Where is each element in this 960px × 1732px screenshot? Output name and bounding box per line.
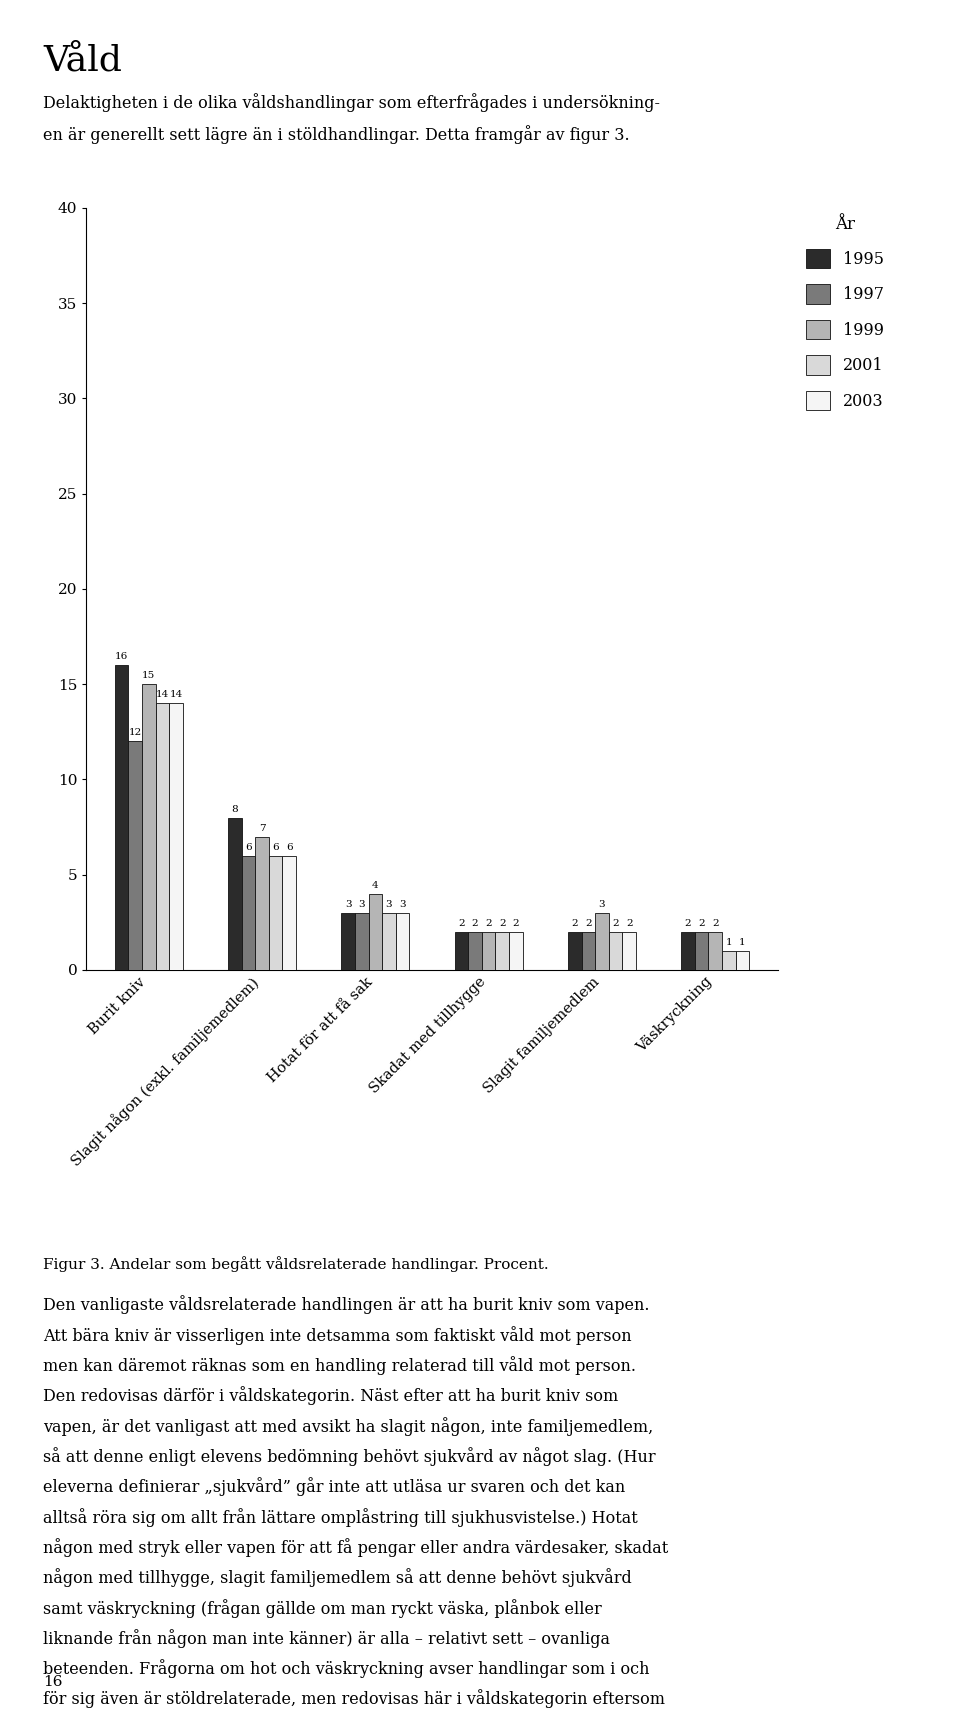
Text: eleverna definierar „sjukvård” går inte att utläsa ur svaren och det kan: eleverna definierar „sjukvård” går inte … — [43, 1477, 626, 1496]
Text: 2: 2 — [626, 920, 633, 928]
Text: 2: 2 — [571, 920, 578, 928]
Text: 3: 3 — [599, 901, 605, 909]
Bar — [455, 932, 468, 970]
Text: Delaktigheten i de olika våldshandlingar som efterfrågades i undersökning-: Delaktigheten i de olika våldshandlingar… — [43, 94, 660, 113]
Text: 16: 16 — [115, 653, 128, 662]
Text: vapen, är det vanligast att med avsikt ha slagit någon, inte familjemedlem,: vapen, är det vanligast att med avsikt h… — [43, 1417, 654, 1436]
Text: 2: 2 — [458, 920, 465, 928]
Bar — [622, 932, 636, 970]
Text: 6: 6 — [245, 843, 252, 852]
Text: 3: 3 — [386, 901, 393, 909]
Bar — [509, 932, 522, 970]
Text: 2: 2 — [612, 920, 619, 928]
Bar — [682, 932, 695, 970]
Text: 2: 2 — [513, 920, 519, 928]
Text: men kan däremot räknas som en handling relaterad till våld mot person.: men kan däremot räknas som en handling r… — [43, 1356, 636, 1375]
Bar — [156, 703, 169, 970]
Bar — [495, 932, 509, 970]
Bar — [129, 741, 142, 970]
Bar — [115, 665, 129, 970]
Text: 1: 1 — [726, 939, 732, 947]
Text: 7: 7 — [259, 824, 265, 833]
Bar — [396, 913, 409, 970]
Text: en är generellt sett lägre än i stöldhandlingar. Detta framgår av figur 3.: en är generellt sett lägre än i stöldhan… — [43, 125, 630, 144]
Bar — [269, 856, 282, 970]
Bar — [582, 932, 595, 970]
Text: Våld: Våld — [43, 43, 122, 78]
Bar — [468, 932, 482, 970]
Text: 15: 15 — [142, 672, 156, 681]
Bar — [568, 932, 582, 970]
Text: 4: 4 — [372, 882, 378, 890]
Text: Figur 3. Andelar som begått våldsrelaterade handlingar. Procent.: Figur 3. Andelar som begått våldsrelater… — [43, 1256, 549, 1271]
Bar — [369, 894, 382, 970]
Bar — [355, 913, 369, 970]
Bar — [169, 703, 182, 970]
Text: för sig även är stöldrelaterade, men redovisas här i våldskategorin eftersom: för sig även är stöldrelaterade, men red… — [43, 1690, 665, 1708]
Text: 16: 16 — [43, 1675, 62, 1689]
Bar — [242, 856, 255, 970]
Text: 6: 6 — [286, 843, 293, 852]
Bar — [142, 684, 156, 970]
Bar — [722, 951, 735, 970]
Bar — [382, 913, 396, 970]
Text: 2: 2 — [698, 920, 705, 928]
Bar — [609, 932, 622, 970]
Text: 14: 14 — [156, 691, 169, 700]
Text: 12: 12 — [129, 729, 142, 738]
Text: Den vanligaste våldsrelaterade handlingen är att ha burit kniv som vapen.: Den vanligaste våldsrelaterade handlinge… — [43, 1296, 650, 1315]
Text: beteenden. Frågorna om hot och väskryckning avser handlingar som i och: beteenden. Frågorna om hot och väskryckn… — [43, 1659, 650, 1678]
Bar — [228, 818, 242, 970]
Text: någon med tillhygge, slagit familjemedlem så att denne behövt sjukvård: någon med tillhygge, slagit familjemedle… — [43, 1569, 632, 1587]
Text: 2: 2 — [684, 920, 691, 928]
Text: 2: 2 — [471, 920, 478, 928]
Bar — [695, 932, 708, 970]
Bar — [708, 932, 722, 970]
Text: liknande från någon man inte känner) är alla – relativt sett – ovanliga: liknande från någon man inte känner) är … — [43, 1628, 611, 1647]
Text: samt väskryckning (frågan gällde om man ryckt väska, plånbok eller: samt väskryckning (frågan gällde om man … — [43, 1599, 602, 1618]
Bar — [735, 951, 749, 970]
Text: alltså röra sig om allt från lättare omplåstring till sjukhusvistelse.) Hotat: alltså röra sig om allt från lättare omp… — [43, 1507, 638, 1526]
Text: 14: 14 — [169, 691, 182, 700]
Text: 1: 1 — [739, 939, 746, 947]
Text: 3: 3 — [399, 901, 406, 909]
Text: 8: 8 — [231, 805, 238, 814]
Bar — [255, 837, 269, 970]
Text: någon med stryk eller vapen för att få pengar eller andra värdesaker, skadat: någon med stryk eller vapen för att få p… — [43, 1538, 668, 1557]
Text: 2: 2 — [499, 920, 506, 928]
Text: 3: 3 — [345, 901, 351, 909]
Text: 6: 6 — [273, 843, 279, 852]
Legend: 1995, 1997, 1999, 2001, 2003: 1995, 1997, 1999, 2001, 2003 — [806, 216, 884, 410]
Text: Att bära kniv är visserligen inte detsamma som faktiskt våld mot person: Att bära kniv är visserligen inte detsam… — [43, 1327, 632, 1344]
Text: Den redovisas därför i våldskategorin. Näst efter att ha burit kniv som: Den redovisas därför i våldskategorin. N… — [43, 1386, 618, 1405]
Bar — [342, 913, 355, 970]
Bar — [595, 913, 609, 970]
Text: 3: 3 — [358, 901, 365, 909]
Text: 2: 2 — [712, 920, 719, 928]
Bar — [482, 932, 495, 970]
Text: så att denne enligt elevens bedömning behövt sjukvård av något slag. (Hur: så att denne enligt elevens bedömning be… — [43, 1448, 656, 1465]
Text: 2: 2 — [585, 920, 591, 928]
Bar — [282, 856, 296, 970]
Text: 2: 2 — [486, 920, 492, 928]
